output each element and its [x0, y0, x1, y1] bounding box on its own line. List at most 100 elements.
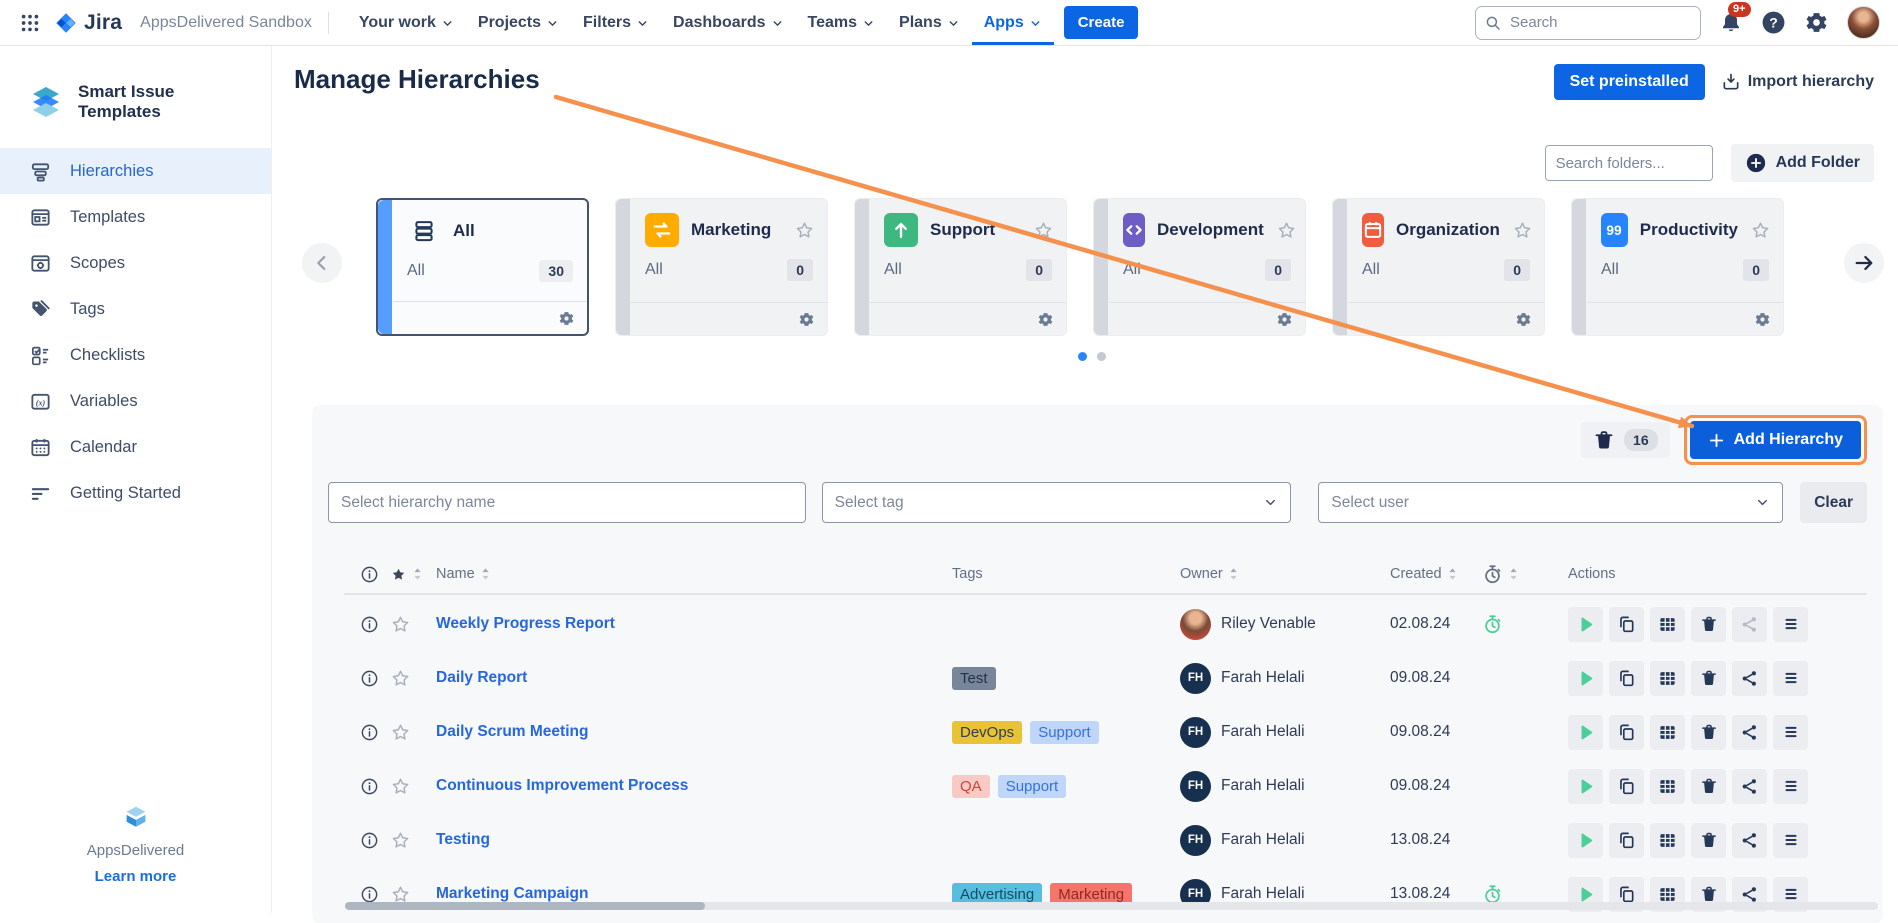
- folder-card-productivity[interactable]: 99 Productivity All 0: [1571, 198, 1784, 336]
- copy-button[interactable]: [1609, 660, 1644, 696]
- filter-tag-select[interactable]: Select tag: [821, 482, 1292, 523]
- search-folders-input[interactable]: [1544, 145, 1713, 181]
- folder-settings-gear-icon[interactable]: [558, 310, 575, 327]
- import-hierarchy-button[interactable]: Import hierarchy: [1721, 72, 1874, 92]
- learn-more-link[interactable]: Learn more: [94, 868, 177, 885]
- more-menu-button[interactable]: [1773, 606, 1808, 642]
- run-button[interactable]: [1568, 660, 1603, 696]
- favorite-star-icon[interactable]: [1750, 220, 1771, 241]
- row-favorite-star-icon[interactable]: [390, 722, 436, 743]
- favorite-star-icon[interactable]: [1276, 220, 1297, 241]
- filter-hierarchy-name-input[interactable]: [328, 482, 806, 523]
- delete-button[interactable]: [1691, 660, 1726, 696]
- delete-button[interactable]: [1691, 822, 1726, 858]
- row-info-icon[interactable]: [360, 615, 390, 634]
- row-favorite-star-icon[interactable]: [390, 776, 436, 797]
- sidebar-item-variables[interactable]: (x) Variables: [0, 378, 271, 424]
- run-button[interactable]: [1568, 822, 1603, 858]
- row-info-icon[interactable]: [360, 831, 390, 850]
- add-folder-button[interactable]: Add Folder: [1730, 144, 1874, 182]
- hierarchy-name-link[interactable]: Weekly Progress Report: [436, 615, 615, 632]
- favorite-star-icon[interactable]: [794, 220, 815, 241]
- folder-settings-gear-icon[interactable]: [798, 311, 815, 328]
- table-view-button[interactable]: [1650, 822, 1685, 858]
- nav-item-apps[interactable]: Apps: [972, 0, 1054, 45]
- column-favorite[interactable]: [390, 566, 436, 583]
- table-view-button[interactable]: [1650, 660, 1685, 696]
- column-name[interactable]: Name: [436, 566, 952, 582]
- row-info-icon[interactable]: [360, 723, 390, 742]
- filter-user-select[interactable]: Select user: [1318, 482, 1784, 523]
- copy-button[interactable]: [1609, 714, 1644, 750]
- add-hierarchy-button[interactable]: Add Hierarchy: [1689, 421, 1861, 459]
- row-favorite-star-icon[interactable]: [390, 668, 436, 689]
- nav-item-projects[interactable]: Projects: [466, 0, 571, 45]
- copy-button[interactable]: [1609, 768, 1644, 804]
- nav-item-filters[interactable]: Filters: [571, 0, 661, 45]
- nav-item-teams[interactable]: Teams: [796, 0, 888, 45]
- carousel-prev-button[interactable]: [302, 243, 342, 283]
- row-favorite-star-icon[interactable]: [390, 614, 436, 635]
- folder-card-organization[interactable]: Organization All 0: [1332, 198, 1545, 336]
- hierarchy-name-link[interactable]: Continuous Improvement Process: [436, 777, 689, 794]
- set-preinstalled-button[interactable]: Set preinstalled: [1553, 64, 1705, 100]
- table-view-button[interactable]: [1650, 768, 1685, 804]
- user-avatar[interactable]: [1847, 6, 1880, 39]
- help-icon[interactable]: ?: [1761, 10, 1786, 35]
- copy-button[interactable]: [1609, 606, 1644, 642]
- favorite-star-icon[interactable]: [1512, 220, 1533, 241]
- nav-item-dashboards[interactable]: Dashboards: [661, 0, 795, 45]
- nav-item-plans[interactable]: Plans: [887, 0, 972, 45]
- column-schedule[interactable]: [1482, 564, 1546, 585]
- folder-card-development[interactable]: Development All 0: [1093, 198, 1306, 336]
- folder-card-marketing[interactable]: Marketing All 0: [615, 198, 828, 336]
- more-menu-button[interactable]: [1773, 768, 1808, 804]
- table-view-button[interactable]: [1650, 714, 1685, 750]
- notifications-bell-icon[interactable]: 9+: [1719, 1, 1751, 35]
- sidebar-item-calendar[interactable]: Calendar: [0, 424, 271, 470]
- share-button[interactable]: [1732, 822, 1767, 858]
- app-switcher-icon[interactable]: [14, 7, 46, 39]
- folder-card-support[interactable]: Support All 0: [854, 198, 1067, 336]
- favorite-star-icon[interactable]: [1033, 220, 1054, 241]
- hierarchy-name-link[interactable]: Marketing Campaign: [436, 885, 589, 902]
- folder-settings-gear-icon[interactable]: [1515, 311, 1532, 328]
- sidebar-item-checklists[interactable]: Checklists: [0, 332, 271, 378]
- row-info-icon[interactable]: [360, 669, 390, 688]
- more-menu-button[interactable]: [1773, 660, 1808, 696]
- delete-button[interactable]: [1691, 768, 1726, 804]
- folder-settings-gear-icon[interactable]: [1276, 311, 1293, 328]
- sidebar-item-getting-started[interactable]: Getting Started: [0, 470, 271, 516]
- share-button[interactable]: [1732, 714, 1767, 750]
- hierarchy-name-link[interactable]: Daily Scrum Meeting: [436, 723, 589, 740]
- copy-button[interactable]: [1609, 822, 1644, 858]
- column-created[interactable]: Created: [1390, 566, 1482, 582]
- create-button[interactable]: Create: [1063, 6, 1139, 39]
- bulk-delete-button[interactable]: 16: [1581, 422, 1670, 458]
- search-input[interactable]: [1475, 5, 1701, 40]
- share-button[interactable]: [1732, 660, 1767, 696]
- row-favorite-star-icon[interactable]: [390, 884, 436, 905]
- share-button[interactable]: [1732, 768, 1767, 804]
- share-button[interactable]: [1732, 606, 1767, 642]
- clear-filters-button[interactable]: Clear: [1800, 482, 1867, 523]
- jira-logo[interactable]: Jira: [54, 11, 122, 35]
- row-info-icon[interactable]: [360, 777, 390, 796]
- sidebar-item-scopes[interactable]: Scopes: [0, 240, 271, 286]
- table-view-button[interactable]: [1650, 606, 1685, 642]
- delete-button[interactable]: [1691, 714, 1726, 750]
- sidebar-item-templates[interactable]: Templates: [0, 194, 271, 240]
- column-owner[interactable]: Owner: [1180, 566, 1390, 582]
- sidebar-item-hierarchies[interactable]: Hierarchies: [0, 148, 271, 194]
- run-button[interactable]: [1568, 768, 1603, 804]
- hierarchy-name-link[interactable]: Daily Report: [436, 669, 528, 686]
- folder-settings-gear-icon[interactable]: [1037, 311, 1054, 328]
- carousel-next-button[interactable]: [1844, 243, 1884, 283]
- scrollbar-thumb[interactable]: [345, 902, 705, 910]
- nav-item-your-work[interactable]: Your work: [347, 0, 466, 45]
- row-info-icon[interactable]: [360, 885, 390, 904]
- settings-gear-icon[interactable]: [1804, 10, 1829, 35]
- folder-settings-gear-icon[interactable]: [1754, 311, 1771, 328]
- row-favorite-star-icon[interactable]: [390, 830, 436, 851]
- more-menu-button[interactable]: [1773, 714, 1808, 750]
